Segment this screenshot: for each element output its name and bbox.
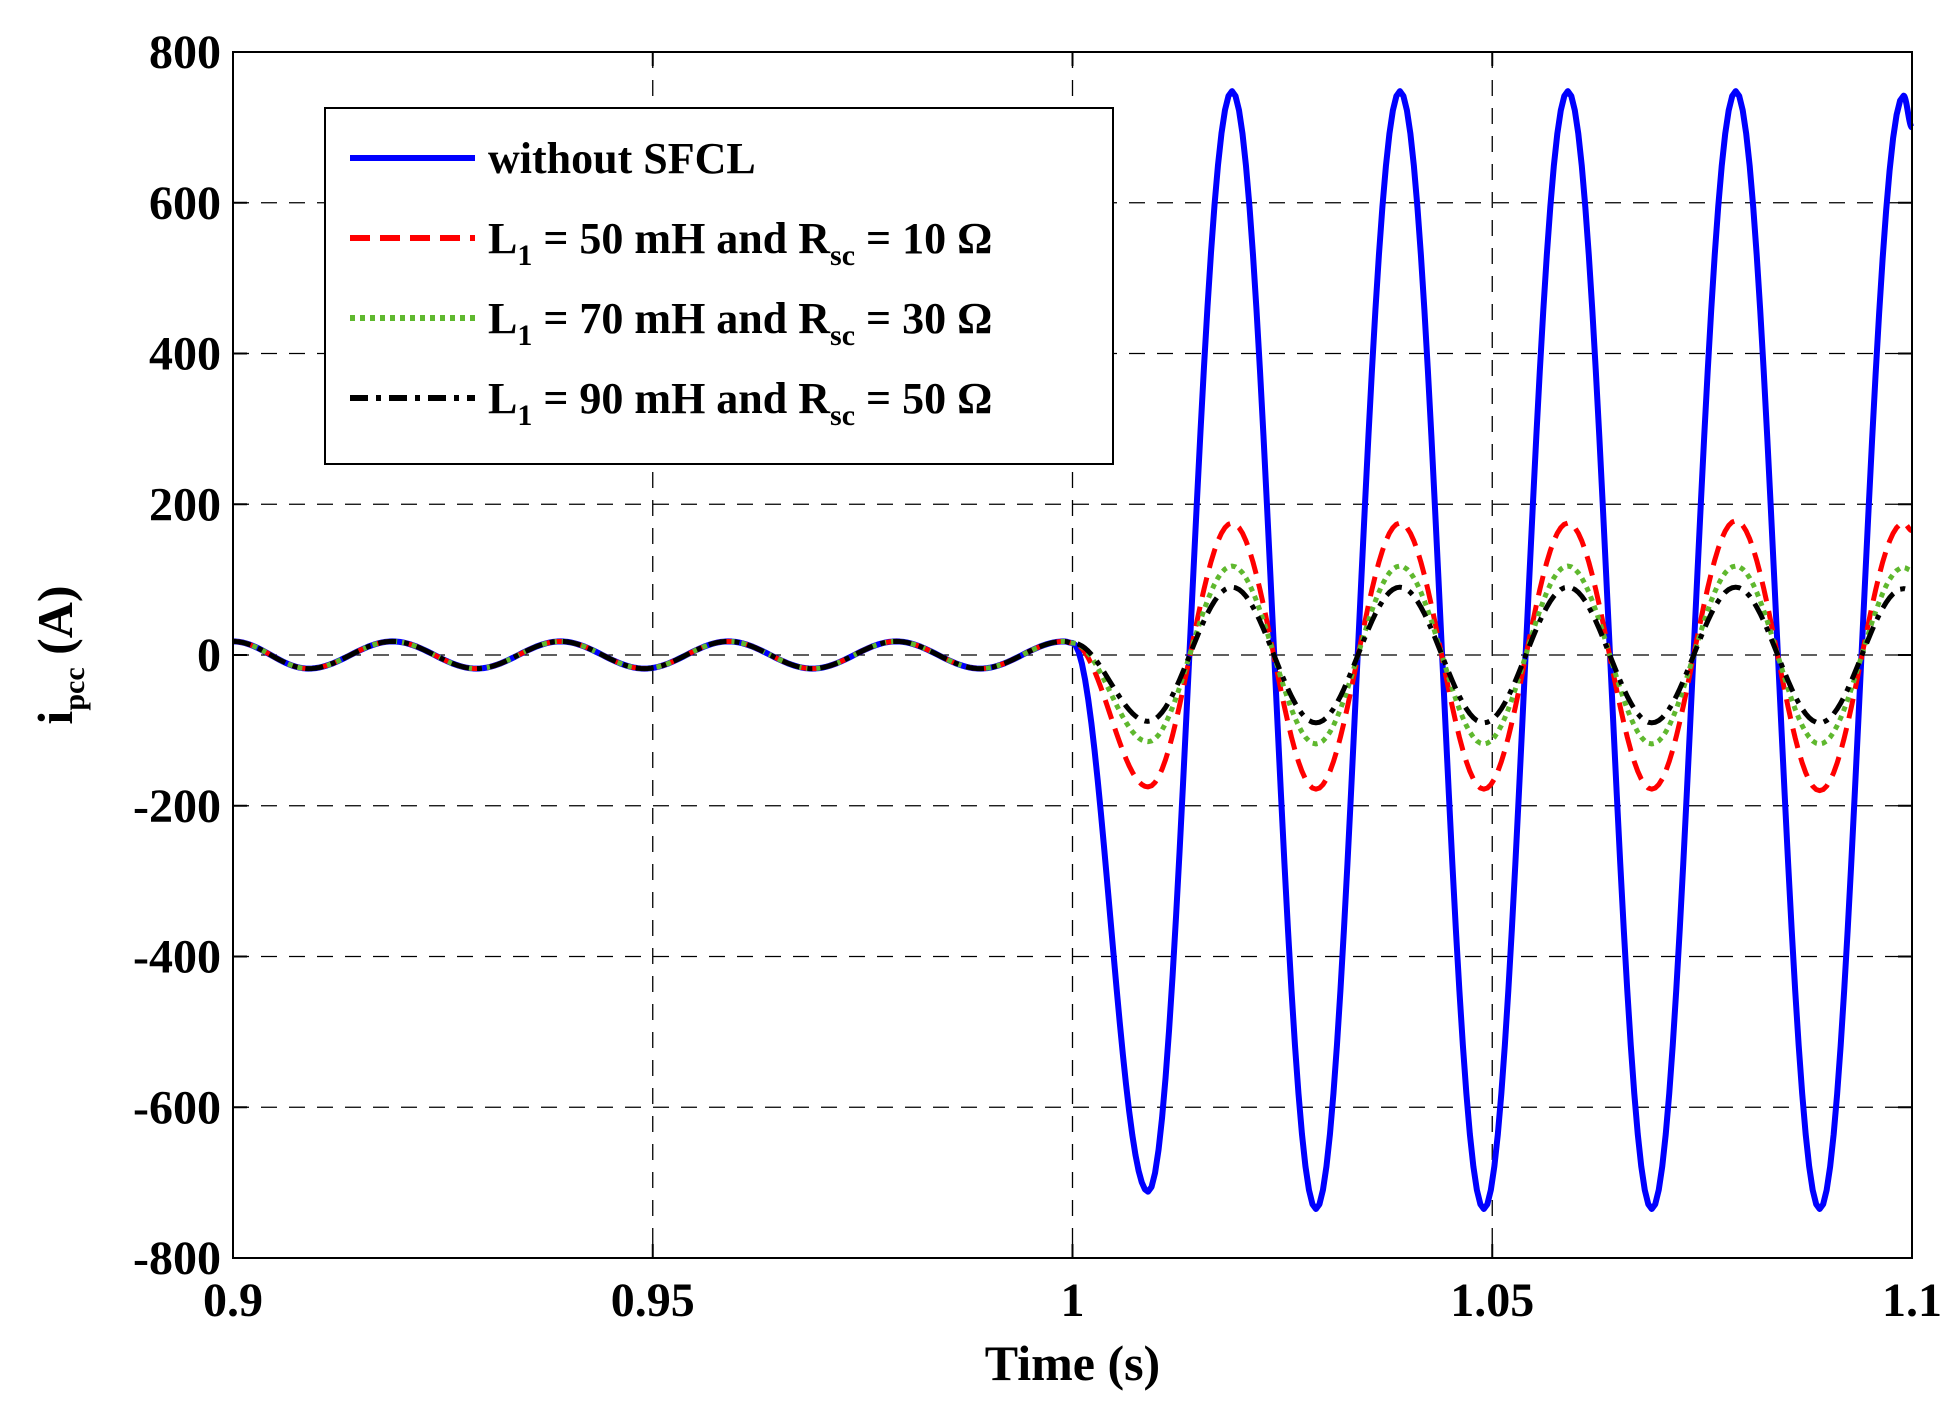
x-tick-label: 1 — [1061, 1274, 1085, 1327]
x-tick-labels: 0.9 0.95 1 1.05 1.1 — [203, 1274, 1942, 1327]
y-tick-label: -200 — [133, 780, 221, 833]
x-axis-label: Time (s) — [985, 1335, 1160, 1391]
y-axis-label-subscript: pcc — [58, 667, 91, 710]
y-tick-label: -400 — [133, 931, 221, 984]
legend: without SFCL L1 = 50 mH and Rsc = 10 Ω L1 … — [324, 107, 1114, 465]
y-tick-label: 800 — [149, 26, 221, 79]
y-tick-label: 0 — [197, 629, 221, 682]
legend-box — [324, 107, 1114, 465]
y-tick-labels: -800 -600 -400 -200 0 200 400 600 800 — [133, 26, 221, 1285]
axis-ticks — [232, 51, 1913, 1259]
y-tick-label: 600 — [149, 177, 221, 230]
legend-label-4: L1 = 90 mH and Rsc = 50 Ω — [488, 374, 992, 432]
x-tick-label: 1.1 — [1882, 1274, 1942, 1327]
y-axis-label: ipcc (A) — [27, 585, 91, 724]
y-tick-label: -800 — [133, 1232, 221, 1285]
x-tick-label: 0.95 — [611, 1274, 695, 1327]
y-tick-label: -600 — [133, 1081, 221, 1134]
series-line-3 — [232, 563, 1915, 747]
legend-label-1: without SFCL — [488, 134, 756, 183]
y-tick-label: 400 — [149, 328, 221, 381]
series-line-4 — [232, 584, 1915, 726]
series-layer — [232, 88, 1915, 1213]
x-tick-label: 0.9 — [203, 1274, 263, 1327]
y-axis-label-unit: (A) — [27, 585, 83, 667]
legend-label-3: L1 = 70 mH and Rsc = 30 Ω — [488, 294, 992, 352]
y-axis-label-main: i — [27, 711, 83, 725]
x-tick-label: 1.05 — [1450, 1274, 1534, 1327]
legend-label-2: L1 = 50 mH and Rsc = 10 Ω — [488, 214, 992, 272]
y-tick-label: 200 — [149, 478, 221, 531]
